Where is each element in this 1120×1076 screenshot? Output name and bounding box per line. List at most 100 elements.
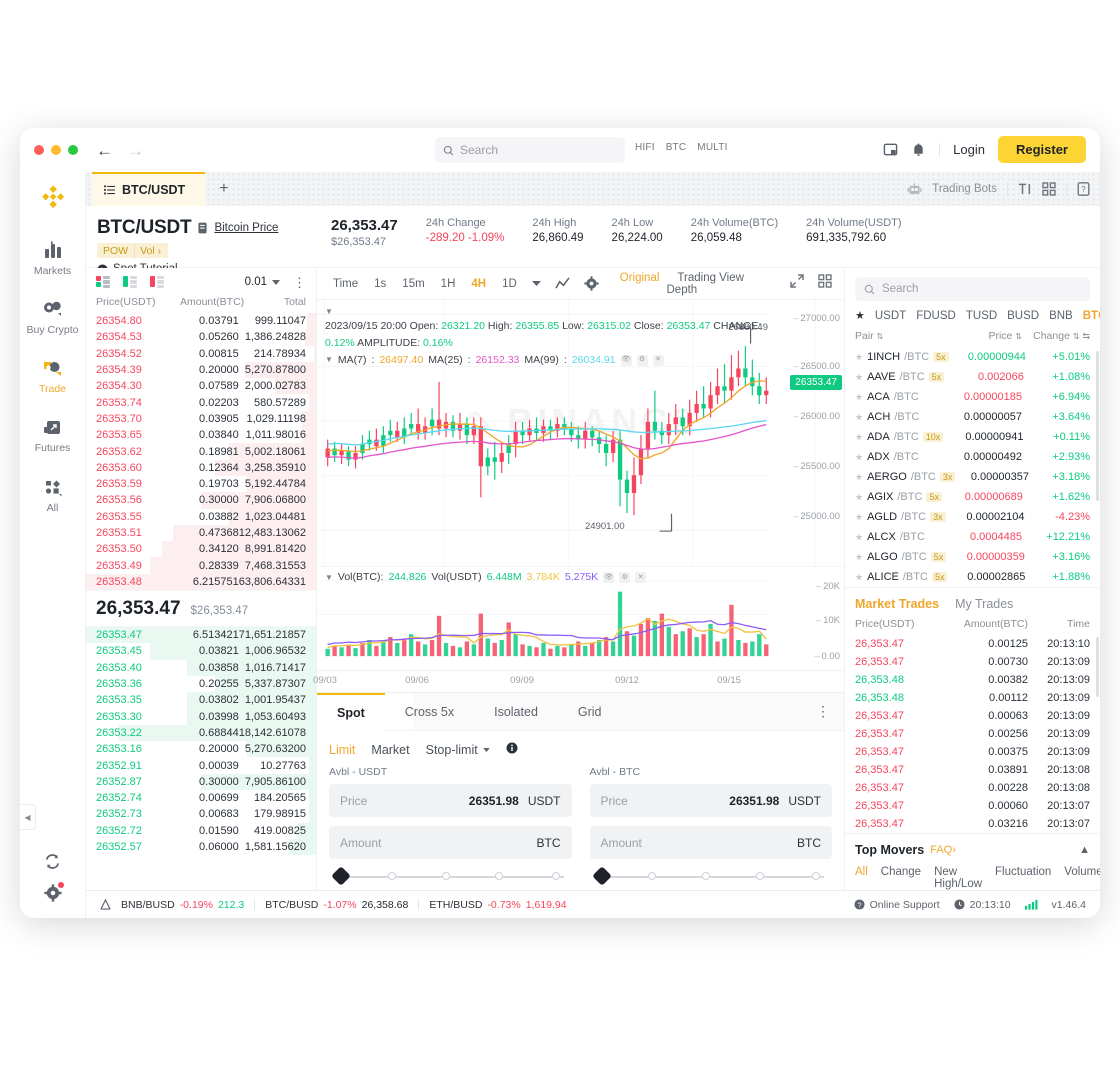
refresh-icon[interactable] <box>44 853 61 870</box>
markets-scrollbar[interactable] <box>1096 351 1099 502</box>
tab-grid[interactable]: Grid <box>577 704 602 719</box>
orderbook-row[interactable]: 26353.59 0.19703 5,192.44784 <box>86 475 316 493</box>
badge-pow[interactable]: POW <box>97 243 135 258</box>
orderbook-row[interactable]: 26353.30 0.03998 1,053.60493 <box>86 708 316 725</box>
orderbook-more-icon[interactable]: ⋮ <box>293 274 306 290</box>
orderbook-row[interactable]: 26353.16 0.20000 5,270.63200 <box>86 741 316 758</box>
market-search-input[interactable]: Search <box>855 277 1090 302</box>
orderbook-row[interactable]: 26352.87 0.30000 7,905.86100 <box>86 773 316 791</box>
slider-node-50[interactable] <box>702 872 711 880</box>
orderbook-row[interactable]: 26354.80 0.03791 999.11047 <box>86 313 316 330</box>
status-ticker-eth[interactable]: ETH/BUSD -0.73% 1,619.94 <box>429 899 566 911</box>
orderbook-view-asks-icon[interactable] <box>150 276 164 288</box>
orderbook-row[interactable]: 26353.48 6.21575 163,806.64331 <box>86 573 316 591</box>
binance-logo-icon[interactable] <box>40 184 66 215</box>
orderbook-row[interactable]: 26353.74 0.02203 580.57289 <box>86 394 316 411</box>
settings-gear-icon[interactable] <box>43 882 64 902</box>
favorite-star-icon[interactable]: ★ <box>855 391 864 402</box>
order-type-info-icon[interactable] <box>506 742 518 757</box>
favorite-star-icon[interactable]: ★ <box>855 571 864 582</box>
buy-price-input[interactable]: Price 26351.98 USDT <box>329 784 572 817</box>
tab-market-trades[interactable]: Market Trades <box>855 597 940 612</box>
vol-settings-icon[interactable]: ⚙ <box>619 571 631 583</box>
market-list-item[interactable]: ★ ADX/BTC 0.00000492 +2.93% <box>845 447 1100 467</box>
ma-collapse-icon[interactable]: ▼ <box>325 354 333 364</box>
ma-visibility-icon[interactable]: 👁 <box>620 354 632 366</box>
slider-node-25[interactable] <box>387 872 396 880</box>
quick-tag-2[interactable]: MULTI <box>697 142 728 153</box>
sell-price-input[interactable]: Price 26351.98 USDT <box>589 784 832 817</box>
slider-node-75[interactable] <box>495 872 504 880</box>
orderbook-row[interactable]: 26353.55 0.03882 1,023.04481 <box>86 508 316 525</box>
chart-view-original[interactable]: Original <box>619 271 660 284</box>
chart-settings-gear-icon[interactable] <box>577 276 606 291</box>
orderbook-row[interactable]: 26353.49 0.28339 7,468.31553 <box>86 557 316 574</box>
chart-price-axis[interactable]: 27000.00 26500.00 26353.47 26000.00 2550… <box>782 300 844 566</box>
quote-tab-bnb[interactable]: BNB <box>1049 309 1073 322</box>
orderbook-row[interactable]: 26353.50 0.34120 8,991.81420 <box>86 541 316 558</box>
favorite-star-icon[interactable]: ★ <box>855 511 864 522</box>
top-movers-tab-volume[interactable]: Volume <box>1064 866 1100 878</box>
orderbook-row[interactable]: 26353.56 0.30000 7,906.06800 <box>86 492 316 509</box>
slider-node-50[interactable] <box>441 872 450 880</box>
market-list-item[interactable]: ★ 1INCH/BTC 5x 0.00000944 +5.01% <box>845 347 1100 367</box>
slider-handle[interactable] <box>591 866 612 886</box>
sidebar-item-buy-crypto[interactable]: Buy Crypto <box>20 300 85 337</box>
orderbook-row[interactable]: 26354.39 0.20000 5,270.87800 <box>86 361 316 379</box>
timeframe-1h[interactable]: 1H <box>440 277 456 290</box>
quote-tab-busd[interactable]: BUSD <box>1007 309 1040 322</box>
quick-tag-0[interactable]: HIFI <box>635 142 655 153</box>
quote-tab-btc[interactable]: BTC <box>1082 309 1100 322</box>
market-list-item[interactable]: ★ ALCX/BTC 0.0004485 +12.21% <box>845 527 1100 547</box>
tab-my-trades[interactable]: My Trades <box>955 597 1014 612</box>
chart-time-axis[interactable]: 09/03 09/06 09/09 09/12 09/15 <box>313 670 844 692</box>
orderbook-row[interactable]: 26352.73 0.00683 179.98915 <box>86 806 316 823</box>
order-type-market[interactable]: Market <box>371 742 410 757</box>
orderbook-row[interactable]: 26352.72 0.01590 419.00825 <box>86 822 316 839</box>
orderbook-row[interactable]: 26352.74 0.00699 184.20565 <box>86 790 316 807</box>
browser-search-input[interactable]: Search <box>435 137 625 163</box>
badge-vol[interactable]: Vol › <box>134 243 169 258</box>
bitcoin-price-link[interactable]: Bitcoin Price <box>214 222 279 234</box>
quote-tab-fdusd[interactable]: FDUSD <box>916 309 956 322</box>
volume-chart[interactable]: ▼ Vol(BTC): 244.826 Vol(USDT) 6.448M 3.7… <box>317 566 844 670</box>
arrow-right-icon[interactable]: → <box>127 140 144 160</box>
trading-bots-label[interactable]: Trading Bots <box>932 183 997 195</box>
orderbook-row[interactable]: 26353.22 0.68844 18,142.61078 <box>86 724 316 742</box>
favorite-star-icon[interactable]: ★ <box>855 371 864 382</box>
sell-amount-input[interactable]: Amount BTC <box>589 826 832 859</box>
market-list-item[interactable]: ★ AGLD/BTC 3x 0.00002104 -4.23% <box>845 507 1100 527</box>
timeframe-4h[interactable]: 4H <box>471 277 487 290</box>
orderbook-row[interactable]: 26353.62 0.18981 5,002.18061 <box>86 443 316 460</box>
vol-remove-icon[interactable]: ✕ <box>635 571 647 583</box>
markets-col-price[interactable]: Price ⇅ <box>988 330 1022 343</box>
top-movers-faq-link[interactable]: FAQ› <box>930 844 956 856</box>
orderbook-view-bids-icon[interactable] <box>123 276 137 288</box>
market-list-item[interactable]: ★ AGIX/BTC 5x 0.00000689 +1.62% <box>845 487 1100 507</box>
tab-cross-5x[interactable]: Cross 5x <box>404 704 455 719</box>
collapse-sidebar-button[interactable]: ◀ <box>20 804 36 830</box>
top-movers-tab-all[interactable]: All <box>855 866 868 878</box>
market-list-item[interactable]: ★ AAVE/BTC 5x 0.002066 +1.08% <box>845 367 1100 387</box>
order-form-more-icon[interactable]: ⋮ <box>816 703 830 719</box>
favorites-star-icon[interactable]: ★ <box>855 310 865 323</box>
top-movers-tab-fluctuation[interactable]: Fluctuation <box>995 866 1052 878</box>
close-window-icon[interactable] <box>34 145 44 155</box>
collapse-triangle-icon[interactable]: ▼ <box>325 572 333 582</box>
market-list-item[interactable]: ★ ADA/BTC 10x 0.00000941 +0.11% <box>845 427 1100 447</box>
buy-amount-input[interactable]: Amount BTC <box>329 826 572 859</box>
chart-view-trading-view[interactable]: Trading View <box>677 271 744 284</box>
favorite-star-icon[interactable]: ★ <box>855 351 864 362</box>
favorite-star-icon[interactable]: ★ <box>855 551 864 562</box>
quick-tag-1[interactable]: BTC <box>665 142 687 153</box>
chevron-down-icon[interactable] <box>525 281 548 286</box>
slider-node-75[interactable] <box>755 872 764 880</box>
orderbook-row[interactable]: 26353.40 0.03858 1,016.71417 <box>86 659 316 676</box>
chart-time-button[interactable]: Time <box>333 277 359 290</box>
orderbook-row[interactable]: 26352.91 0.00039 10.27763 <box>86 757 316 774</box>
fullscreen-icon[interactable] <box>790 274 804 293</box>
sell-amount-slider[interactable] <box>591 866 829 886</box>
text-tool-icon[interactable] <box>1018 183 1032 195</box>
status-ticker-bnb[interactable]: BNB/BUSD -0.19% 212.3 <box>121 899 244 911</box>
timeframe-15m[interactable]: 15m <box>402 277 425 290</box>
